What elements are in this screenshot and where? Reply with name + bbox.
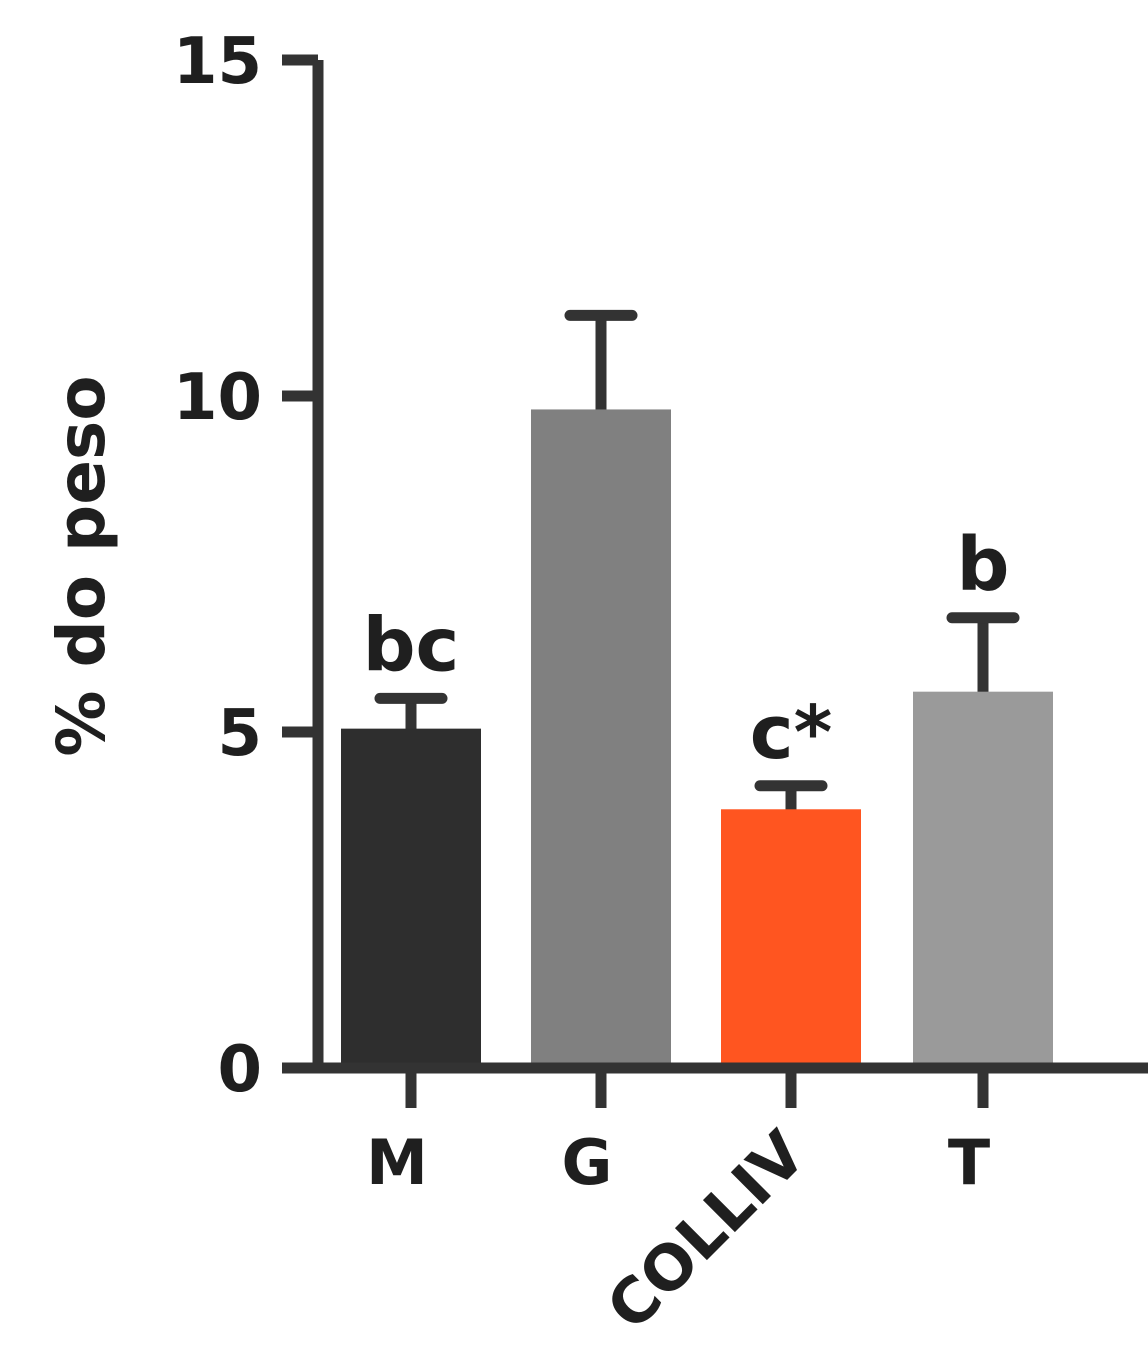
bar-g bbox=[531, 409, 671, 1068]
x-tick-label-colliv: COLLIV bbox=[592, 1117, 819, 1344]
bar-colliv bbox=[721, 809, 861, 1068]
significance-label-colliv: c* bbox=[750, 690, 833, 776]
axes-layer bbox=[282, 54, 1148, 1108]
y-tick-label-15: 15 bbox=[173, 25, 262, 99]
x-tick-label-g: G bbox=[562, 1126, 613, 1199]
significance-label-t: b bbox=[957, 522, 1010, 608]
significance-label-m: bc bbox=[363, 602, 460, 688]
y-tick-label-10: 10 bbox=[173, 361, 262, 435]
y-tick-label-0: 0 bbox=[217, 1033, 262, 1107]
bar-t bbox=[913, 691, 1053, 1068]
x-tick-label-t: T bbox=[948, 1126, 990, 1199]
y-axis-title: % do peso bbox=[43, 375, 120, 756]
bar-m bbox=[341, 728, 481, 1068]
x-tick-label-m: M bbox=[366, 1126, 428, 1199]
bars-layer bbox=[341, 309, 1053, 1068]
y-tick-label-5: 5 bbox=[217, 697, 262, 771]
